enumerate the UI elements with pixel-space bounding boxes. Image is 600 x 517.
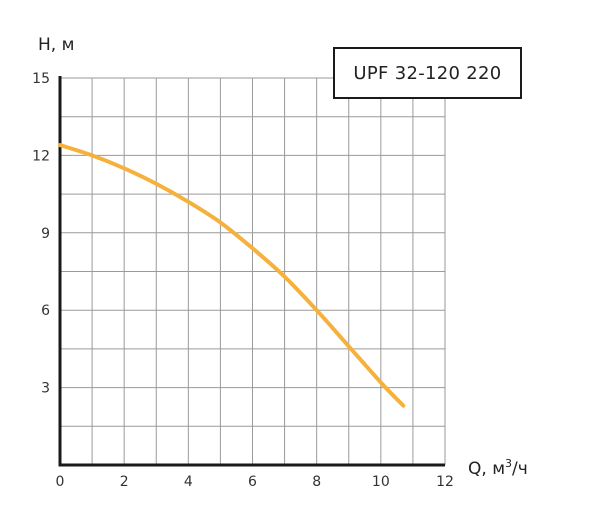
grid [60, 77, 446, 465]
x-tick-label: 12 [436, 474, 454, 490]
axes [58, 76, 445, 467]
x-tick-label: 0 [56, 474, 65, 490]
x-tick-label: 6 [248, 474, 257, 490]
y-tick-label: 12 [32, 148, 50, 164]
model-label: UPF 32-120 220 [353, 62, 502, 84]
series [58, 143, 406, 408]
x-tick-label: 8 [312, 474, 321, 490]
x-tick-label: 2 [120, 474, 129, 490]
y-tick-label: 9 [41, 226, 50, 242]
x-axis-title: Q, м3/ч [468, 457, 528, 479]
x-axis-title-suffix: /ч [512, 459, 528, 479]
x-tick-label: 4 [184, 474, 193, 490]
x-axis-title-main: Q, м [468, 459, 505, 479]
model-label-box: UPF 32-120 220 [333, 47, 522, 99]
tick-labels: 0 2 4 6 8 10 12 3 6 9 12 15 [32, 71, 454, 490]
x-tick-label: 10 [372, 474, 390, 490]
y-tick-label: 15 [32, 71, 50, 87]
y-axis-title: H, м [38, 35, 74, 55]
y-tick-label: 6 [41, 303, 50, 319]
pump-curve-line [58, 143, 406, 408]
y-tick-label: 3 [41, 381, 50, 397]
x-axis-title-sup: 3 [505, 457, 512, 470]
